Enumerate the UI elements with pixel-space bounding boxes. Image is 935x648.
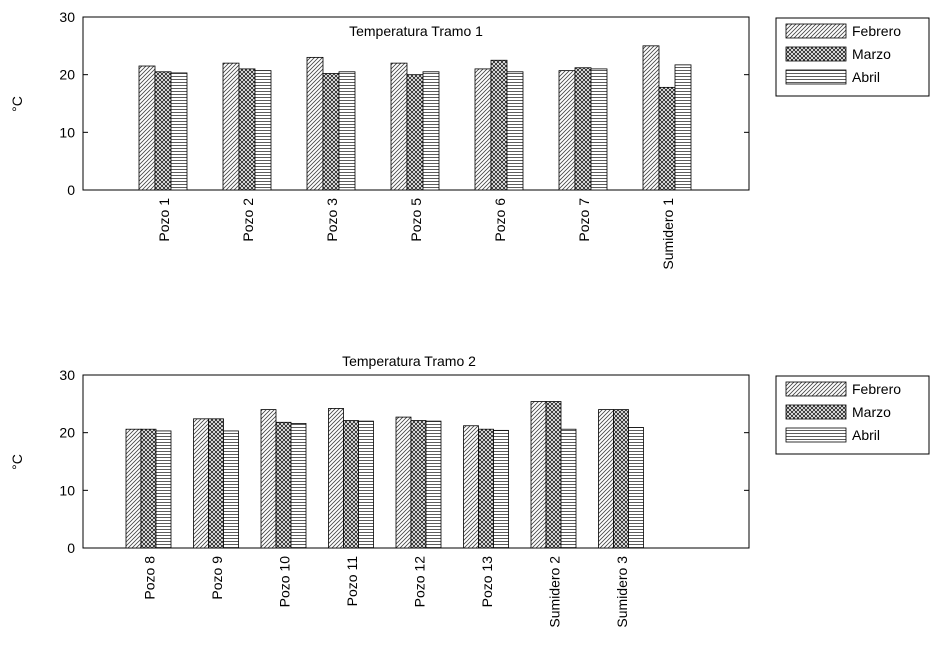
bar-abril — [155, 430, 172, 549]
legend-label: Febrero — [852, 381, 901, 397]
bar-marzo — [140, 428, 157, 549]
bar-marzo — [613, 409, 629, 549]
legend-swatch-marzo — [785, 404, 847, 420]
bar-marzo — [154, 71, 172, 191]
bar-marzo — [574, 67, 592, 191]
chart-title: Temperatura Tramo 1 — [349, 23, 483, 39]
bar-abril — [493, 429, 509, 549]
x-tick-label: Pozo 5 — [408, 198, 424, 242]
x-tick-labels: Pozo 8 Pozo 9 Pozo 10 Pozo 11 Pozo 12 Pozo 13… — [142, 556, 631, 628]
bar-febrero — [463, 425, 479, 549]
bar-abril — [628, 427, 644, 549]
bar-febrero — [260, 409, 277, 549]
y-tick-label: 10 — [59, 482, 75, 498]
y-tick-label: 0 — [67, 182, 75, 198]
bar-marzo — [322, 73, 340, 191]
bar-febrero — [558, 70, 576, 191]
legend-label: Marzo — [852, 404, 891, 420]
y-axis: 0 10 20 30 — [59, 367, 749, 556]
y-axis-label: °C — [9, 454, 25, 470]
bar-abril — [290, 423, 307, 549]
y-tick-label: 20 — [59, 425, 75, 441]
bar-abril — [674, 64, 692, 191]
chart-title: Temperatura Tramo 2 — [342, 353, 476, 369]
bar-abril — [590, 68, 608, 191]
x-tick-labels: Pozo 1 Pozo 2 Pozo 3 Pozo 5 Pozo 6 Pozo 7 Sumi… — [156, 198, 676, 270]
legend-label: Abril — [852, 427, 880, 443]
bar-febrero — [222, 62, 240, 191]
bar-febrero — [193, 418, 209, 549]
x-tick-label: Pozo 3 — [324, 198, 340, 242]
x-tick-label: Sumidero 1 — [660, 198, 676, 270]
x-tick-label: Pozo 13 — [479, 556, 495, 608]
bar-marzo — [208, 418, 224, 549]
bar-febrero — [138, 65, 156, 191]
bar-marzo — [545, 401, 562, 549]
bar-febrero — [306, 56, 324, 191]
bar-febrero — [598, 409, 614, 549]
legend-label: Abril — [852, 69, 880, 85]
x-tick-label: Pozo 9 — [209, 556, 225, 600]
y-tick-label: 0 — [67, 540, 75, 556]
bar-marzo — [275, 421, 292, 549]
y-tick-label: 20 — [59, 67, 75, 83]
y-axis: 0 10 20 30 — [59, 9, 749, 198]
bars — [125, 401, 644, 549]
legend: Febrero Marzo Abril — [775, 17, 930, 97]
x-tick-label: Pozo 1 — [156, 198, 172, 242]
bar-febrero — [328, 408, 344, 549]
legend: Febrero Marzo Abril — [775, 375, 930, 455]
bar-marzo — [343, 420, 359, 549]
legend-swatch-marzo — [785, 46, 847, 62]
bar-abril — [506, 71, 524, 191]
bar-abril — [170, 72, 188, 191]
bar-abril — [425, 420, 442, 549]
bar-abril — [254, 70, 272, 191]
x-tick-label: Pozo 11 — [344, 556, 360, 607]
legend-swatch-febrero — [785, 23, 847, 39]
legend-swatch-abril — [785, 69, 847, 85]
bar-marzo — [406, 74, 424, 191]
legend-swatch-febrero — [785, 381, 847, 397]
y-tick-label: 10 — [59, 124, 75, 140]
x-tick-label: Pozo 10 — [277, 556, 293, 608]
bar-abril — [358, 420, 374, 549]
y-tick-label: 30 — [59, 367, 75, 383]
legend-label: Marzo — [852, 46, 891, 62]
bar-abril — [223, 430, 239, 549]
bar-febrero — [390, 62, 408, 191]
bar-febrero — [395, 416, 412, 549]
bar-febrero — [125, 428, 142, 549]
x-tick-label: Pozo 8 — [142, 556, 158, 600]
x-tick-label: Pozo 7 — [576, 198, 592, 242]
bar-abril — [560, 428, 577, 549]
legend-swatch-abril — [785, 427, 847, 443]
y-axis-label: °C — [9, 96, 25, 112]
x-tick-label: Pozo 12 — [412, 556, 428, 608]
legend-label: Febrero — [852, 23, 901, 39]
x-tick-label: Sumidero 3 — [614, 556, 630, 628]
bar-marzo — [478, 428, 494, 549]
bar-febrero — [530, 401, 547, 549]
bar-marzo — [658, 86, 676, 191]
x-tick-label: Pozo 2 — [240, 198, 256, 242]
bars — [138, 45, 692, 191]
bar-abril — [338, 71, 356, 191]
bar-febrero — [474, 68, 492, 191]
x-tick-label: Sumidero 2 — [547, 556, 563, 628]
bar-febrero — [642, 45, 660, 191]
x-tick-label: Pozo 6 — [492, 198, 508, 242]
y-tick-label: 30 — [59, 9, 75, 25]
bar-marzo — [490, 59, 508, 191]
bar-marzo — [410, 420, 427, 549]
bar-marzo — [238, 68, 256, 191]
bar-abril — [422, 71, 440, 191]
